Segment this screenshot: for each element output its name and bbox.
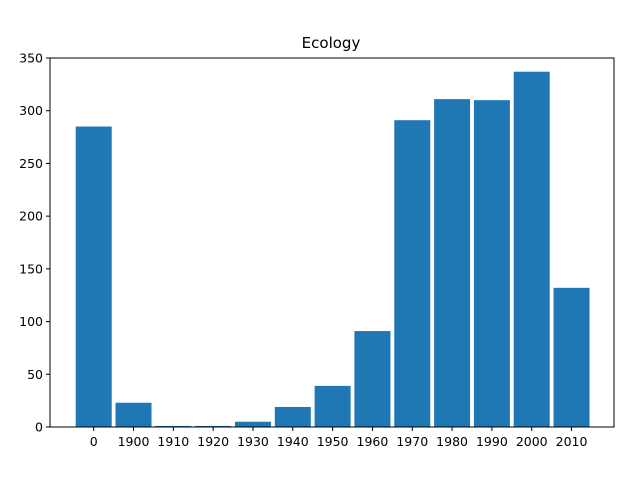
plot-frame (49, 57, 615, 428)
y-tick-label: 100 (19, 314, 43, 329)
bar-1970 (394, 120, 431, 427)
x-tick-label: 1970 (396, 434, 428, 449)
bar-1920 (195, 425, 232, 427)
bar-1910 (155, 425, 192, 427)
bar-1990 (473, 100, 510, 428)
x-tick-label: 1910 (157, 434, 189, 449)
x-axis: 0 1900 1910 1920 1930 1940 1950 1960 1970 1980 199… (90, 427, 588, 449)
x-tick-label: 1950 (317, 434, 349, 449)
x-tick-label: 2010 (556, 434, 588, 449)
bar-1900 (115, 402, 152, 427)
x-tick-label: 1920 (197, 434, 229, 449)
bar-1980 (434, 99, 471, 428)
x-tick-label: 1990 (476, 434, 508, 449)
bar-1950 (314, 385, 351, 427)
bar-0 (75, 126, 112, 427)
bar-1940 (274, 406, 311, 427)
y-axis: 0 50 100 150 200 250 300 350 (19, 51, 50, 435)
y-tick-label: 0 (35, 420, 43, 435)
bar-2010 (553, 287, 590, 427)
bar-1930 (234, 421, 271, 427)
y-tick-label: 300 (19, 103, 43, 118)
x-tick-label: 1980 (436, 434, 468, 449)
bar-1960 (354, 331, 391, 427)
x-tick-label: 1900 (118, 434, 150, 449)
y-tick-label: 350 (19, 51, 43, 66)
x-tick-label: 0 (90, 434, 98, 449)
y-tick-label: 200 (19, 209, 43, 224)
bar-2000 (513, 71, 550, 428)
y-tick-label: 50 (27, 367, 43, 382)
x-tick-label: 1960 (357, 434, 389, 449)
x-tick-label: 1940 (277, 434, 309, 449)
x-tick-label: 2000 (516, 434, 548, 449)
y-tick-label: 250 (19, 156, 43, 171)
bars-group (75, 71, 590, 428)
chart-title: Ecology (302, 34, 361, 52)
x-tick-label: 1930 (237, 434, 269, 449)
y-tick-label: 150 (19, 261, 43, 276)
